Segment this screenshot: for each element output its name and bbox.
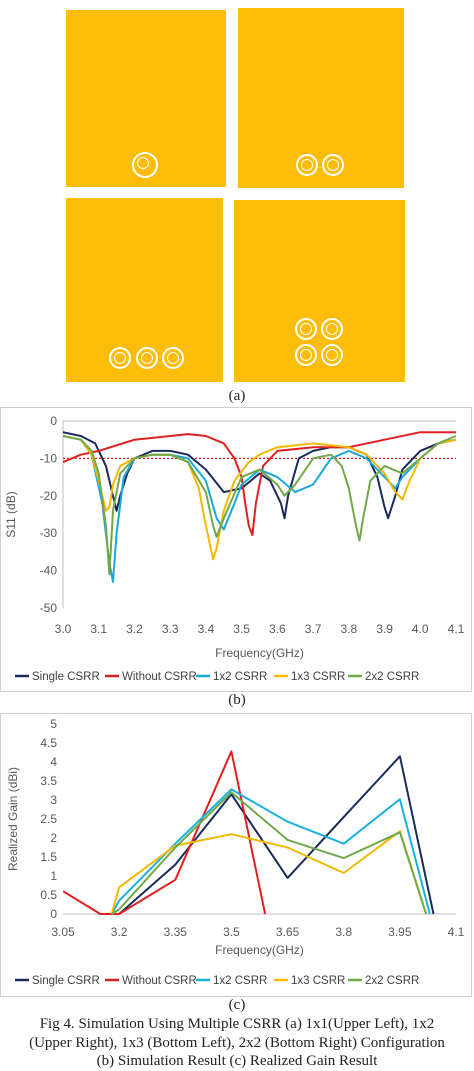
legend-entry: 1x2 CSRR — [213, 975, 267, 987]
x-tick-label: 4.1 — [448, 622, 465, 636]
legend-entry: 1x2 CSRR — [213, 671, 267, 683]
csrr-ring-icon — [109, 347, 131, 369]
x-tick-label: 4.0 — [412, 622, 429, 636]
y-tick-label: 3.5 — [40, 774, 57, 788]
csrr-ring-icon — [296, 154, 318, 176]
y-tick-label: -30 — [40, 526, 58, 540]
csrr-ring-icon — [295, 344, 317, 366]
series-line-without-csrr — [63, 750, 267, 915]
x-axis-label: Frequency(GHz) — [215, 943, 304, 957]
x-tick-label: 3.65 — [276, 925, 300, 939]
x-tick-label: 3.6 — [269, 622, 286, 636]
legend-entry: Single CSRR — [32, 975, 100, 987]
y-axis-label: S11 (dB) — [4, 491, 18, 537]
legend-entry: 2x2 CSRR — [365, 975, 419, 987]
y-tick-label: 4.5 — [40, 736, 57, 750]
csrr-ring-icon — [322, 154, 344, 176]
y-tick-label: 0 — [50, 907, 57, 921]
series-line-single-csrr — [63, 431, 456, 520]
y-tick-label: 2 — [50, 831, 57, 845]
x-tick-label: 3.35 — [164, 925, 188, 939]
caption-line-3: (b) Simulation Result (c) Realized Gain … — [96, 1053, 378, 1069]
x-tick-label: 3.3 — [162, 622, 179, 636]
y-tick-label: 4 — [50, 755, 57, 769]
x-tick-label: 3.2 — [111, 925, 128, 939]
x-axis-label: Frequency(GHz) — [215, 646, 304, 660]
csrr-ring-icon — [321, 318, 343, 340]
x-tick-label: 3.5 — [233, 622, 250, 636]
y-tick-label: 1 — [50, 869, 57, 883]
caption-line-2: (Upper Right), 1x3 (Bottom Left), 2x2 (B… — [29, 1034, 445, 1051]
csrr-ring-icon — [136, 347, 158, 369]
series-line-1x2-csrr — [110, 788, 431, 915]
series-line-without-csrr — [63, 431, 456, 537]
y-tick-label: 0 — [50, 414, 57, 428]
panel-c-label: (c) — [228, 997, 246, 1013]
panel-b-label: (b) — [228, 692, 246, 708]
x-tick-label: 3.8 — [335, 925, 352, 939]
x-tick-label: 3.0 — [55, 622, 72, 636]
x-tick-label: 3.7 — [305, 622, 322, 636]
y-axis-label: Realized Gain (dBi) — [6, 767, 20, 871]
series-line-single-csrr — [118, 755, 435, 915]
figure-caption: Fig 4. Simulation Using Multiple CSRR (a… — [0, 1015, 474, 1071]
patch-1x3 — [66, 198, 223, 382]
legend-entry: Single CSRR — [32, 671, 100, 683]
y-tick-label: -50 — [40, 601, 58, 615]
x-tick-label: 3.05 — [51, 925, 75, 939]
x-tick-label: 3.95 — [388, 925, 412, 939]
y-tick-label: 1.5 — [40, 850, 57, 864]
csrr-ring-icon — [295, 318, 317, 340]
series-line-1x3-csrr — [110, 830, 428, 915]
series-line-2x2-csrr — [63, 435, 456, 576]
legend-entry: 1x3 CSRR — [291, 975, 345, 987]
x-tick-label: 4.1 — [448, 925, 465, 939]
x-tick-label: 3.5 — [223, 925, 240, 939]
legend-entry: 2x2 CSRR — [365, 671, 419, 683]
y-tick-label: -20 — [40, 489, 58, 503]
legend-entry: 1x3 CSRR — [291, 671, 345, 683]
x-tick-label: 3.2 — [126, 622, 143, 636]
s11-chart-frame: 0 -10 -20 -30 -40 -50 3.0 3.1 3.2 3.3 3.4 3.5 3.6 3.7… — [0, 407, 472, 692]
y-tick-label: 2.5 — [40, 812, 57, 826]
csrr-ring-icon — [321, 344, 343, 366]
x-tick-label: 3.9 — [376, 622, 393, 636]
caption-line-1: Fig 4. Simulation Using Multiple CSRR (a… — [39, 1016, 435, 1032]
y-tick-label: 0.5 — [40, 888, 57, 902]
legend-entry: Without CSRR — [122, 975, 197, 987]
series-line-1x3-csrr — [63, 435, 456, 561]
csrr-ring-icon — [132, 152, 158, 178]
patch-1x2 — [238, 8, 404, 188]
y-tick-label: -10 — [40, 451, 58, 465]
s11-chart: 0 -10 -20 -30 -40 -50 3.0 3.1 3.2 3.3 3.4 3.5 3.6 3.7… — [4, 414, 465, 683]
x-tick-label: 3.8 — [340, 622, 357, 636]
csrr-ring-icon — [162, 347, 184, 369]
gain-chart: 5 4.5 4 3.5 3 2.5 2 1.5 1 0.5 0 3.05 3.2 3.35 3.5 3.65 3… — [6, 717, 465, 987]
x-tick-label: 3.1 — [90, 622, 107, 636]
y-tick-label: -40 — [40, 564, 58, 578]
panel-a-label: (a) — [228, 388, 246, 404]
y-tick-label: 3 — [50, 793, 57, 807]
patch-1x1 — [66, 10, 226, 187]
legend-entry: Without CSRR — [122, 671, 197, 683]
patch-2x2 — [234, 200, 405, 382]
series-line-2x2-csrr — [111, 791, 428, 915]
x-tick-label: 3.4 — [198, 622, 215, 636]
series-line-1x2-csrr — [63, 435, 456, 583]
gain-chart-frame: 5 4.5 4 3.5 3 2.5 2 1.5 1 0.5 0 3.05 3.2 3.35 3.5 3.65 3… — [0, 713, 472, 997]
y-tick-label: 5 — [50, 717, 57, 731]
